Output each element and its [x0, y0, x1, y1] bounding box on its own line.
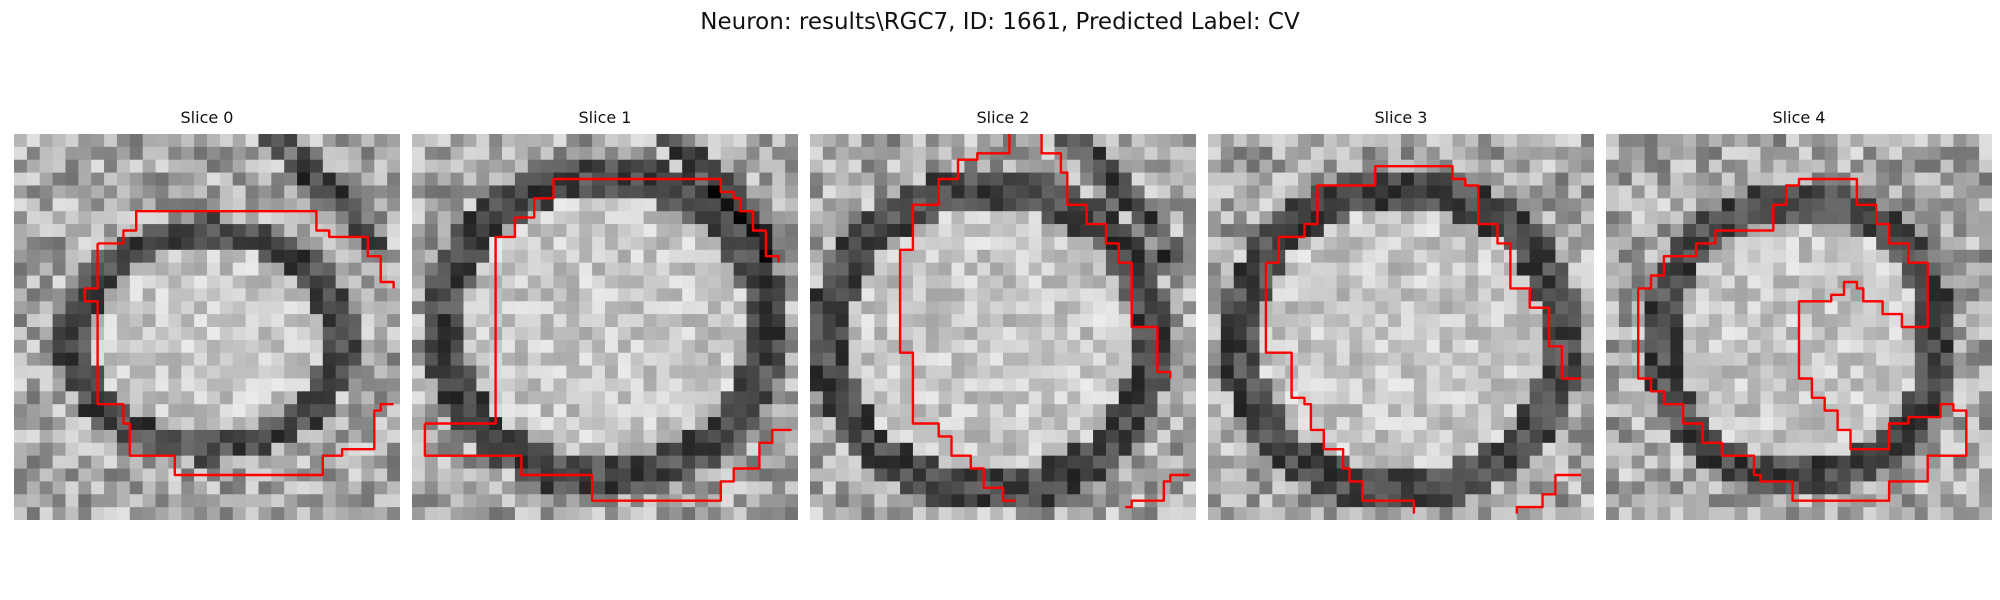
slice-panel-1: Slice 1: [412, 104, 798, 524]
slice-image: [14, 134, 400, 520]
slice-image: [1606, 134, 1992, 520]
segmentation-contour: [1040, 134, 1172, 379]
slice-image: [412, 134, 798, 520]
segmentation-contour: [97, 209, 395, 289]
slice-svg-2: [810, 134, 1196, 520]
slice-title: Slice 2: [976, 108, 1030, 127]
segmentation-contour: [423, 423, 792, 502]
slice-image: [1208, 134, 1594, 520]
slice-panel-0: Slice 0: [14, 104, 400, 524]
slice-svg-4: [1606, 134, 1992, 520]
segmentation-contour: [1637, 177, 1968, 502]
slice-title: Slice 1: [578, 108, 632, 127]
segmentation-contour: [1264, 262, 1416, 514]
segmentation-contour: [1515, 473, 1582, 514]
slice-svg-1: [412, 134, 798, 520]
slice-title: Slice 3: [1374, 108, 1428, 127]
figure-title: Neuron: results\RGC7, ID: 1661, Predicte…: [700, 9, 1300, 35]
segmentation-contour: [83, 243, 394, 477]
slice-title: Slice 0: [180, 108, 234, 127]
segmentation-contour: [1265, 165, 1582, 380]
slice-image: [810, 134, 1196, 520]
segmentation-contour: [898, 134, 1016, 502]
slice-svg-0: [14, 134, 400, 520]
slice-svg-3: [1208, 134, 1594, 520]
segmentation-contour: [1125, 473, 1190, 509]
segmentation-contour: [424, 177, 780, 425]
slice-panel-4: Slice 4: [1606, 104, 1992, 524]
slice-panel-3: Slice 3: [1208, 104, 1594, 524]
slice-panel-2: Slice 2: [810, 104, 1196, 524]
slice-title: Slice 4: [1772, 108, 1826, 127]
